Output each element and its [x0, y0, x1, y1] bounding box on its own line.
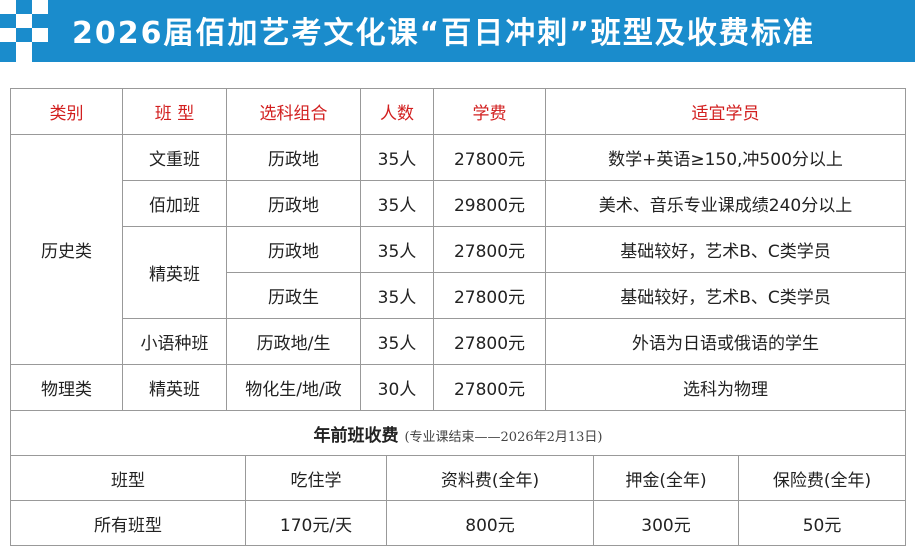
checker-decoration	[0, 0, 16, 14]
size-cell: 35人	[360, 318, 434, 365]
subjects-cell: 物化生/地/政	[226, 364, 361, 411]
subjects-cell: 历政地	[226, 180, 361, 227]
target-cell: 外语为日语或俄语的学生	[545, 318, 906, 365]
header-cell: 选科组合	[226, 88, 361, 135]
fee-header-row: 班型 吃住学 资料费(全年) 押金(全年) 保险费(全年)	[10, 455, 907, 501]
section-title-row: 年前班收费 (专业课结束——2026年2月13日)	[9, 410, 907, 456]
target-cell: 基础较好，艺术B、C类学员	[545, 272, 906, 319]
value-cell: 50元	[737, 500, 907, 546]
page-title: 2026届佰加艺考文化课“百日冲刺”班型及收费标准	[72, 16, 815, 51]
section-note: (专业课结束——2026年2月13日)	[404, 429, 603, 445]
table-row: 历史类 文重班 历政地 35人 27800元 数学+英语≥150,冲500分以上	[10, 134, 906, 365]
header-cell: 班 型	[122, 88, 227, 135]
checker-decoration	[32, 28, 48, 42]
target-cell: 基础较好，艺术B、C类学员	[545, 226, 906, 273]
subjects-cell: 历政生	[226, 272, 361, 319]
table-row: 佰加班 历政地 35人 29800元 美术、音乐专业课成绩240分以上	[11, 180, 906, 227]
checker-decoration	[16, 42, 32, 62]
value-cell: 所有班型	[10, 500, 246, 546]
table-row: 历政生 35人 27800元 基础较好，艺术B、C类学员	[11, 272, 906, 319]
target-cell: 数学+英语≥150,冲500分以上	[545, 134, 906, 181]
header-cell: 保险费(全年)	[737, 455, 907, 501]
header-cell: 押金(全年)	[593, 455, 739, 501]
subjects-cell: 历政地	[226, 226, 361, 273]
table-row: 小语种班 历政地/生 35人 27800元 外语为日语或俄语的学生	[11, 318, 906, 365]
size-cell: 35人	[360, 180, 434, 227]
header-cell: 人数	[360, 88, 434, 135]
header-cell: 吃住学	[245, 455, 387, 501]
fee-cell: 29800元	[433, 180, 546, 227]
header-cell: 资料费(全年)	[386, 455, 594, 501]
class-cell: 精英班	[122, 364, 227, 411]
size-cell: 30人	[360, 364, 434, 411]
checker-decoration	[0, 28, 16, 42]
checker-decoration	[32, 0, 48, 14]
fee-value-row: 所有班型 170元/天 800元 300元 50元	[10, 500, 907, 546]
header-cell: 适宜学员	[545, 88, 906, 135]
size-cell: 35人	[360, 134, 434, 181]
table-row: 物理类 精英班 物化生/地/政 30人 27800元 选科为物理	[10, 364, 906, 411]
category-cell: 历史类	[10, 134, 123, 365]
fee-cell: 27800元	[433, 272, 546, 319]
category-cell: 物理类	[10, 364, 123, 411]
fee-cell: 27800元	[433, 134, 546, 181]
class-cell: 精英班	[122, 226, 227, 319]
table-row: 精英班 历政地 35人 27800元 基础较好，艺术B、C类学员	[11, 226, 906, 319]
target-cell: 选科为物理	[545, 364, 906, 411]
subjects-cell: 历政地	[226, 134, 361, 181]
checker-decoration	[16, 14, 32, 28]
header-cell: 班型	[10, 455, 246, 501]
header-cell: 类别	[10, 88, 123, 135]
class-cell: 佰加班	[122, 180, 227, 227]
value-cell: 170元/天	[245, 500, 387, 546]
fee-cell: 27800元	[433, 226, 546, 273]
header-cell: 学费	[433, 88, 546, 135]
class-fee-table: 类别 班 型 选科组合 人数 学费 适宜学员 历史类 文重班 历政地 35人 2…	[10, 88, 906, 411]
size-cell: 35人	[360, 226, 434, 273]
fee-cell: 27800元	[433, 318, 546, 365]
value-cell: 800元	[386, 500, 594, 546]
fee-cell: 27800元	[433, 364, 546, 411]
size-cell: 35人	[360, 272, 434, 319]
pre-new-year-fee-table: 年前班收费 (专业课结束——2026年2月13日) 班型 吃住学 资料费(全年)…	[9, 410, 907, 546]
subjects-cell: 历政地/生	[226, 318, 361, 365]
class-cell: 小语种班	[122, 318, 227, 365]
title-banner: 2026届佰加艺考文化课“百日冲刺”班型及收费标准	[0, 0, 915, 62]
target-cell: 美术、音乐专业课成绩240分以上	[545, 180, 906, 227]
section-title-cell: 年前班收费 (专业课结束——2026年2月13日)	[9, 410, 907, 456]
table-header-row: 类别 班 型 选科组合 人数 学费 适宜学员	[10, 88, 906, 135]
class-cell: 文重班	[122, 134, 227, 181]
value-cell: 300元	[593, 500, 739, 546]
section-title: 年前班收费	[313, 425, 399, 446]
